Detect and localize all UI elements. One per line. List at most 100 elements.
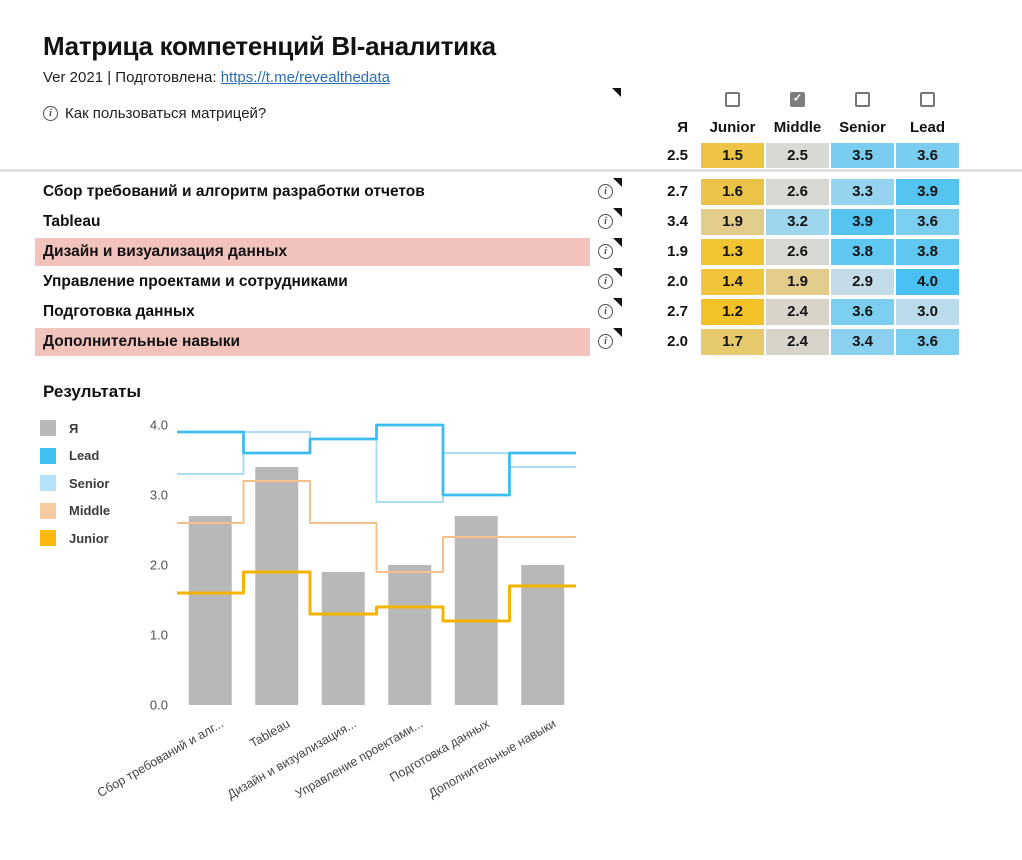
row-info-icon[interactable]: i: [598, 334, 613, 349]
matrix-cell-senior[interactable]: 3.6: [831, 299, 894, 325]
column-header-senior: Senior: [839, 119, 886, 136]
table-row: Управление проектами и сотрудниками i 2.0 1…: [0, 267, 1022, 297]
row-label[interactable]: Сбор требований и алгоритм разработки от…: [43, 183, 425, 200]
matrix-cell-junior[interactable]: 1.6: [701, 179, 764, 205]
step-line-junior[interactable]: [177, 570, 576, 623]
legend-item-senior[interactable]: Senior: [40, 475, 110, 491]
matrix-cell-junior[interactable]: 1.4: [701, 269, 764, 295]
checkbox-middle[interactable]: ✓: [790, 92, 805, 107]
result-bar[interactable]: [188, 516, 232, 705]
legend-item-я[interactable]: Я: [40, 420, 110, 436]
subtitle-prefix: Ver 2021 | Подготовлена:: [43, 69, 221, 86]
row-self-value: 2.0: [667, 273, 688, 290]
tooltip-corner-icon: [613, 268, 622, 277]
matrix-cell-senior[interactable]: 3.9: [831, 209, 894, 235]
result-bar[interactable]: [521, 565, 565, 705]
row-label[interactable]: Tableau: [43, 213, 101, 230]
row-self-value: 1.9: [667, 243, 688, 260]
row-info-icon[interactable]: i: [598, 304, 613, 319]
table-row: Подготовка данных i 2.7 1.2 2.4 3.6 3.0: [0, 297, 1022, 327]
x-axis-label: Сбор требований и алг...: [95, 716, 226, 800]
result-bar[interactable]: [388, 565, 432, 705]
tooltip-corner-icon: [612, 88, 621, 97]
row-self-value: 2.0: [667, 333, 688, 350]
page-title: Матрица компетенций BI-аналитика: [43, 31, 496, 61]
matrix-cell-junior[interactable]: 1.2: [701, 299, 764, 325]
column-header-junior: Junior: [709, 119, 756, 136]
x-axis-label: Tableau: [247, 716, 292, 750]
legend-label: Junior: [69, 530, 109, 546]
matrix-cell-middle[interactable]: 2.4: [766, 299, 829, 325]
row-label[interactable]: Управление проектами и сотрудниками: [43, 273, 348, 290]
matrix-cell-junior[interactable]: 1.7: [701, 329, 764, 355]
matrix-cell-senior[interactable]: 3.3: [831, 179, 894, 205]
legend-item-lead[interactable]: Lead: [40, 447, 110, 464]
legend-item-middle[interactable]: Middle: [40, 502, 110, 519]
matrix-cell-senior[interactable]: 3.4: [831, 329, 894, 355]
x-axis-label: Дополнительные навыки: [426, 716, 558, 800]
telegram-link[interactable]: https://t.me/revealthedata: [220, 69, 390, 86]
matrix-cell-lead[interactable]: 3.8: [896, 239, 959, 265]
row-label[interactable]: Подготовка данных: [43, 303, 195, 320]
table-row: Tableau i 3.4 1.9 3.2 3.9 3.6: [0, 207, 1022, 237]
step-line-senior[interactable]: [177, 431, 576, 503]
result-bar[interactable]: [454, 516, 498, 705]
row-info-icon[interactable]: i: [598, 274, 613, 289]
matrix-cell-middle[interactable]: 2.6: [766, 179, 829, 205]
legend-item-junior[interactable]: Junior: [40, 530, 110, 546]
checkbox-lead[interactable]: [920, 92, 935, 107]
matrix-cell-lead[interactable]: 3.6: [896, 209, 959, 235]
tooltip-corner-icon: [613, 298, 622, 307]
step-line-lead[interactable]: [177, 423, 576, 497]
matrix-cell-middle[interactable]: 1.9: [766, 269, 829, 295]
checkbox-senior[interactable]: [855, 92, 870, 107]
total-cell-junior[interactable]: 1.5: [701, 143, 764, 168]
matrix-cell-junior[interactable]: 1.9: [701, 209, 764, 235]
matrix-cell-middle[interactable]: 3.2: [766, 209, 829, 235]
row-self-value: 2.7: [667, 303, 688, 320]
result-bar[interactable]: [321, 572, 365, 705]
row-highlight: [35, 238, 590, 266]
help-link[interactable]: i Как пользоваться матрицей?: [43, 105, 266, 122]
y-axis-tick: 1.0: [150, 628, 168, 643]
y-axis-tick: 2.0: [150, 558, 168, 573]
matrix-cell-middle[interactable]: 2.4: [766, 329, 829, 355]
tooltip-corner-icon: [613, 178, 622, 187]
total-cell-middle[interactable]: 2.5: [766, 143, 829, 168]
total-cell-senior[interactable]: 3.5: [831, 143, 894, 168]
step-line-middle[interactable]: [177, 480, 576, 573]
row-info-icon[interactable]: i: [598, 244, 613, 259]
checkbox-junior[interactable]: [725, 92, 740, 107]
matrix-cell-junior[interactable]: 1.3: [701, 239, 764, 265]
y-axis-tick: 4.0: [150, 418, 168, 433]
row-self-value: 3.4: [667, 213, 688, 230]
y-axis-tick: 0.0: [150, 698, 168, 713]
table-row: Дополнительные навыки i 2.0 1.7 2.4 3.4 3.6: [0, 327, 1022, 357]
legend-swatch-icon: [40, 447, 56, 464]
chart-legend: Я Lead Senior Middle Junior: [40, 420, 110, 558]
matrix-cell-senior[interactable]: 3.8: [831, 239, 894, 265]
row-self-value: 2.7: [667, 183, 688, 200]
row-info-icon[interactable]: i: [598, 214, 613, 229]
tooltip-corner-icon: [613, 238, 622, 247]
matrix-cell-lead[interactable]: 4.0: [896, 269, 959, 295]
result-bar[interactable]: [255, 467, 299, 705]
legend-label: Lead: [69, 448, 100, 463]
row-label[interactable]: Дополнительные навыки: [43, 333, 241, 350]
info-icon: i: [43, 106, 58, 121]
row-highlight: [35, 328, 590, 356]
matrix-cell-lead[interactable]: 3.9: [896, 179, 959, 205]
competency-matrix: Сбор требований и алгоритм разработки от…: [0, 177, 1022, 358]
total-cell-lead[interactable]: 3.6: [896, 143, 959, 168]
matrix-cell-senior[interactable]: 2.9: [831, 269, 894, 295]
table-row: Сбор требований и алгоритм разработки от…: [0, 177, 1022, 207]
legend-swatch-icon: [40, 502, 56, 519]
legend-label: Senior: [69, 475, 110, 491]
row-info-icon[interactable]: i: [598, 184, 613, 199]
column-header-middle: Middle: [773, 119, 822, 136]
matrix-cell-lead[interactable]: 3.0: [896, 299, 959, 325]
matrix-cell-middle[interactable]: 2.6: [766, 239, 829, 265]
row-label[interactable]: Дизайн и визуализация данных: [43, 243, 288, 260]
matrix-cell-lead[interactable]: 3.6: [896, 329, 959, 355]
